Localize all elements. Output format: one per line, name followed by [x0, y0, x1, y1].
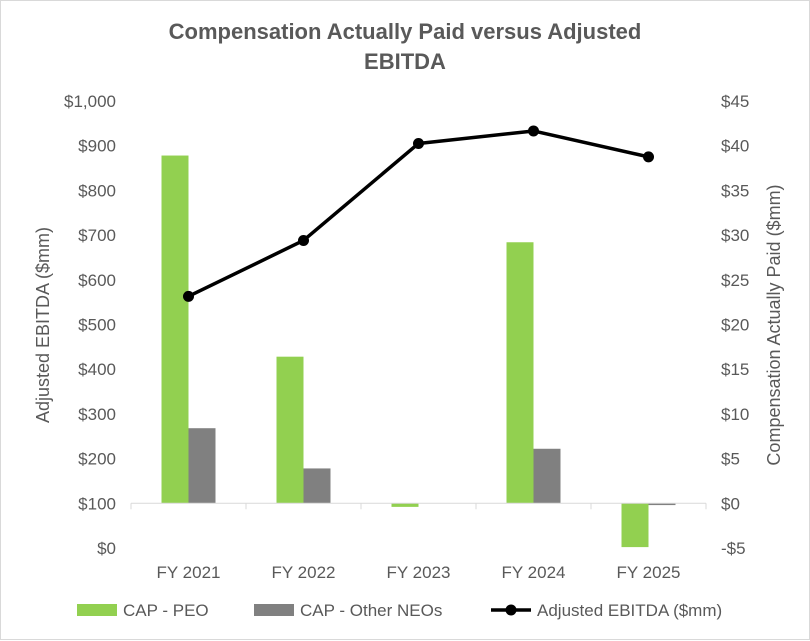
left-tick-label: $0 [97, 539, 116, 558]
left-tick-label: $900 [78, 137, 116, 156]
bar-series [162, 156, 676, 548]
legend-swatch [77, 604, 117, 616]
left-tick-label: $1,000 [64, 92, 116, 111]
cap-peo-bar [162, 156, 189, 504]
right-tick-label: $20 [721, 316, 749, 335]
ebitda-point [183, 291, 194, 302]
chart-title-line-2: EBITDA [364, 49, 446, 74]
right-axis-title: Compensation Actually Paid ($mm) [764, 184, 784, 465]
left-tick-label: $100 [78, 494, 116, 513]
ebitda-point [528, 125, 539, 136]
left-axis-title: Adjusted EBITDA ($mm) [33, 227, 53, 423]
left-tick-label: $400 [78, 360, 116, 379]
category-label: FY 2025 [617, 563, 681, 582]
left-tick-label: $200 [78, 450, 116, 469]
cap-peo-bar [392, 503, 419, 507]
chart-title-line-1: Compensation Actually Paid versus Adjust… [169, 19, 642, 44]
category-label: FY 2024 [502, 563, 566, 582]
category-labels: FY 2021 FY 2022 FY 2023 FY 2024 FY 2025 [157, 563, 681, 582]
category-label: FY 2021 [157, 563, 221, 582]
cap-peo-bar [277, 357, 304, 504]
left-tick-label: $600 [78, 271, 116, 290]
right-tick-label: $0 [721, 494, 740, 513]
category-label: FY 2022 [272, 563, 336, 582]
ebitda-line-series [183, 125, 654, 301]
ebitda-point [413, 138, 424, 149]
legend-label: Adjusted EBITDA ($mm) [537, 601, 722, 620]
left-tick-label: $500 [78, 316, 116, 335]
right-tick-label: $40 [721, 137, 749, 156]
cap-peo-bar [507, 242, 534, 503]
right-tick-label: $25 [721, 271, 749, 290]
cap-other-neos-bar [304, 468, 331, 503]
chart-title: Compensation Actually Paid versus Adjust… [169, 19, 642, 74]
right-tick-label: $30 [721, 226, 749, 245]
right-tick-label: $10 [721, 405, 749, 424]
right-axis-ticks: -$5 $0 $5 $10 $15 $20 $25 $30 $35 $40 $45 [721, 92, 749, 558]
left-tick-label: $800 [78, 181, 116, 200]
legend-swatch [254, 604, 294, 616]
legend-marker [506, 605, 517, 616]
legend-label: CAP - PEO [123, 601, 209, 620]
left-tick-label: $700 [78, 226, 116, 245]
right-tick-label: $45 [721, 92, 749, 111]
right-tick-label: -$5 [721, 539, 746, 558]
right-tick-label: $15 [721, 360, 749, 379]
ebitda-line [189, 131, 649, 296]
legend: CAP - PEO CAP - Other NEOs Adjusted EBITDA… [77, 601, 722, 620]
legend-label: CAP - Other NEOs [300, 601, 442, 620]
category-label: FY 2023 [387, 563, 451, 582]
cap-other-neos-bar [189, 428, 216, 503]
cap-peo-bar [622, 503, 649, 547]
left-tick-label: $300 [78, 405, 116, 424]
ebitda-point [298, 235, 309, 246]
left-axis-ticks: $0 $100 $200 $300 $400 $500 $600 $700 $800 $900 $1… [64, 92, 116, 558]
cap-other-neos-bar [534, 449, 561, 504]
right-tick-label: $5 [721, 450, 740, 469]
right-tick-label: $35 [721, 181, 749, 200]
ebitda-point [643, 151, 654, 162]
